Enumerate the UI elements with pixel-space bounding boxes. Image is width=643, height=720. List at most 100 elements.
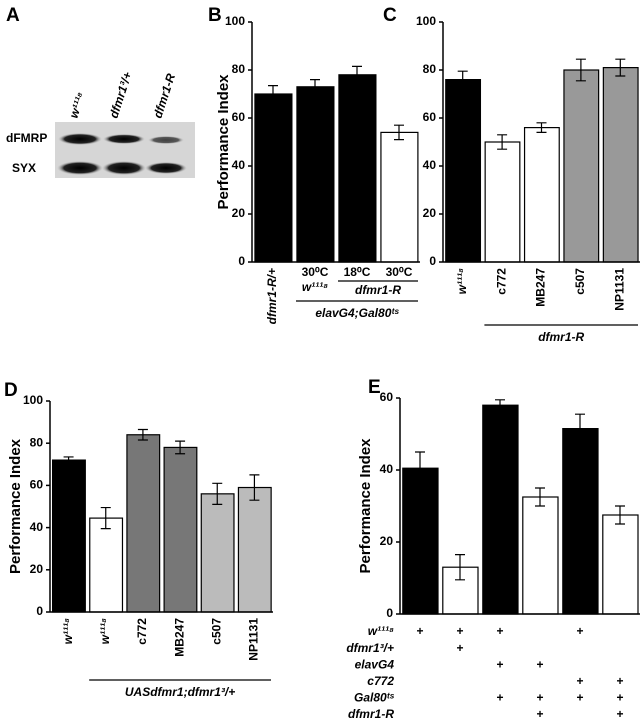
- error-bar: [352, 65, 362, 84]
- x-tick-label: 30⁰C: [302, 265, 329, 279]
- x-tick-label: w¹¹¹⁸: [455, 268, 469, 294]
- bar: [52, 459, 86, 613]
- bar: [338, 74, 377, 263]
- error-bar: [615, 58, 626, 77]
- error-bar: [415, 451, 425, 485]
- band: [57, 161, 103, 175]
- y-tick-label: 20: [423, 206, 437, 220]
- y-tick-label: 0: [238, 254, 245, 268]
- genotype-mark: +: [616, 674, 623, 688]
- genotype-label: Gal80ᵗˢ: [354, 691, 395, 705]
- lane-label: w¹¹¹⁸: [67, 91, 88, 120]
- y-tick-label: 60: [232, 110, 246, 124]
- panel-label: B: [208, 5, 222, 26]
- genotype-label: elavG4: [355, 657, 395, 671]
- genotype-mark: +: [616, 707, 623, 720]
- genotype-mark: +: [536, 657, 543, 671]
- bar: [523, 126, 560, 263]
- x-tick-label: NP1131: [247, 618, 261, 661]
- band: [102, 161, 146, 175]
- y-tick-label: 0: [386, 606, 393, 620]
- error-bar: [394, 124, 404, 141]
- genotype-label: dfmr1³/+: [346, 641, 394, 655]
- error-bar: [495, 399, 505, 412]
- bar: [200, 493, 235, 613]
- bar: [602, 514, 639, 615]
- error-bar: [63, 456, 74, 464]
- error-bar: [455, 554, 465, 581]
- error-bar: [249, 474, 260, 501]
- y-axis-label: Performance Index: [7, 438, 24, 574]
- x-tick-label: 18⁰C: [344, 265, 371, 279]
- y-tick-label: 100: [23, 393, 43, 407]
- x-tick-label: c507: [573, 268, 587, 295]
- bar: [563, 69, 600, 263]
- genotype-mark: +: [616, 691, 623, 705]
- band: [148, 136, 184, 144]
- error-bar: [535, 487, 545, 507]
- error-bar: [615, 505, 625, 525]
- group-label: UASdfmr1;dfmr1³/+: [125, 685, 235, 699]
- panel-label: A: [6, 5, 20, 26]
- genotype-mark: +: [496, 624, 503, 638]
- bar: [482, 404, 519, 615]
- genotype-mark: +: [576, 691, 583, 705]
- bar: [126, 434, 161, 613]
- error-bar: [137, 428, 148, 441]
- error-bar: [100, 506, 111, 530]
- y-tick-label: 80: [30, 435, 44, 449]
- band: [58, 133, 102, 145]
- bar: [484, 141, 521, 263]
- x-tick-label: w¹¹¹⁸: [61, 618, 75, 644]
- y-tick-label: 80: [232, 62, 246, 76]
- panel-a: A dFMRP SYX w¹¹¹⁸ dfmr1³/+ dfmr1-R: [6, 5, 195, 178]
- x-tick-label: c507: [209, 618, 223, 645]
- bar: [402, 467, 439, 615]
- y-tick-label: 40: [380, 462, 394, 476]
- x-tick-label: dfmr1-R/+: [265, 268, 279, 324]
- genotype-label: w¹¹¹⁸: [368, 624, 394, 638]
- genotype-mark: +: [456, 641, 463, 655]
- lane-label: dfmr1³/+: [107, 70, 135, 120]
- x-tick-label: MB247: [172, 618, 186, 657]
- genotype-mark: +: [496, 657, 503, 671]
- y-tick-label: 100: [225, 14, 245, 28]
- genotype-mark: +: [576, 624, 583, 638]
- genotype-mark: +: [456, 624, 463, 638]
- y-tick-label: 80: [423, 62, 437, 76]
- x-tick-label: 30⁰C: [386, 265, 413, 279]
- genotype-mark: +: [496, 691, 503, 705]
- y-tick-label: 0: [429, 254, 436, 268]
- group-label: dfmr1-R: [538, 330, 584, 344]
- panel-label: C: [383, 5, 397, 26]
- bar: [89, 517, 124, 613]
- bar: [602, 66, 639, 263]
- band: [145, 162, 187, 174]
- panel-label: D: [4, 380, 18, 401]
- band-label: dFMRP: [6, 131, 47, 145]
- group-label: w¹¹¹⁸: [302, 280, 328, 294]
- bar: [296, 86, 335, 263]
- x-tick-label: c772: [135, 618, 149, 645]
- x-tick-label: NP1131: [612, 268, 626, 311]
- bar: [562, 428, 599, 615]
- y-tick-label: 60: [30, 478, 44, 492]
- error-bar: [536, 122, 547, 133]
- band-label: SYX: [12, 161, 36, 175]
- genotype-label: c772: [367, 674, 394, 688]
- x-tick-label: w¹¹¹⁸: [98, 618, 112, 644]
- y-tick-label: 0: [36, 604, 43, 618]
- error-bar: [268, 85, 278, 103]
- error-bar: [175, 440, 186, 455]
- error-bar: [457, 70, 468, 89]
- group-label: dfmr1-R: [355, 283, 401, 297]
- bar: [522, 496, 559, 615]
- x-tick-label: MB247: [534, 268, 548, 307]
- bar: [237, 486, 272, 613]
- group-label: elavG4;Gal80ᵗˢ: [315, 306, 399, 320]
- error-bar: [310, 79, 320, 95]
- genotype-mark: +: [416, 624, 423, 638]
- error-bar: [497, 134, 508, 150]
- error-bar: [575, 413, 585, 444]
